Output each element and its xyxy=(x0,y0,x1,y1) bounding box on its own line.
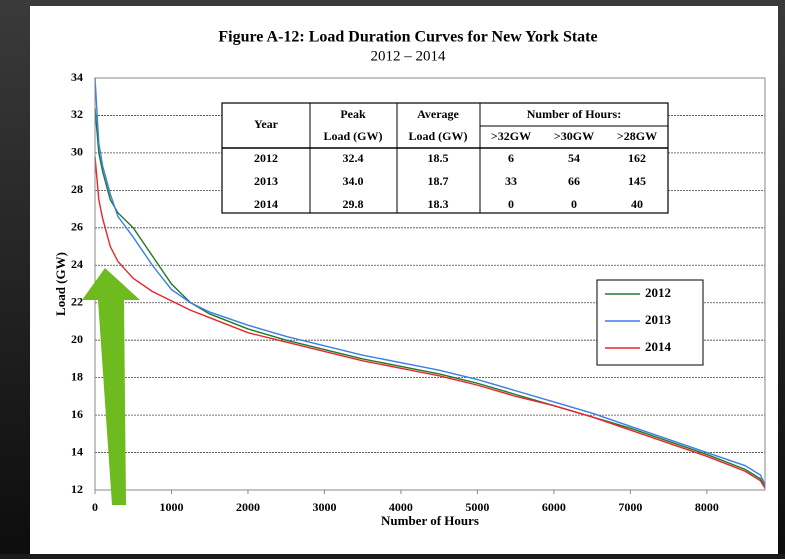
series-line xyxy=(94,77,766,485)
table-text: Number of Hours: xyxy=(527,107,621,121)
table-text: 6 xyxy=(508,151,514,165)
y-axis-label: Load (GW) xyxy=(53,252,68,316)
table-text: 18.5 xyxy=(428,151,449,165)
x-tick-label: 0 xyxy=(92,500,98,514)
y-tick-label: 20 xyxy=(71,332,83,346)
table: Year Peak Average Number of Hours: Load (GW)… xyxy=(221,102,669,214)
x-tick-label: 2000 xyxy=(236,500,260,514)
x-tick-label: 7000 xyxy=(618,500,642,514)
legend-label: 2013 xyxy=(645,312,672,327)
series-line xyxy=(94,156,766,489)
table-text: 2014 xyxy=(254,197,278,211)
table-text: Peak xyxy=(340,107,366,121)
table-text: >30GW xyxy=(554,129,594,143)
table-text: 32.4 xyxy=(343,151,364,165)
table-text: 0 xyxy=(508,197,514,211)
table-text: 29.8 xyxy=(343,197,364,211)
y-tick-label: 32 xyxy=(71,107,83,121)
legend-label: 2014 xyxy=(645,339,672,354)
chart-subtitle: 2012 – 2014 xyxy=(371,48,447,64)
y-tick-label: 14 xyxy=(71,444,83,458)
table-text: Year xyxy=(254,117,279,131)
x-axis-label: Number of Hours xyxy=(381,513,479,528)
table-text: 2012 xyxy=(254,151,278,165)
table-text: 2013 xyxy=(254,174,278,188)
x-tick-label: 6000 xyxy=(542,500,566,514)
table-text: 18.7 xyxy=(428,174,449,188)
table-text: 18.3 xyxy=(428,197,449,211)
y-tick-label: 18 xyxy=(71,369,83,383)
table-box xyxy=(221,102,669,214)
table-text: 34.0 xyxy=(343,174,364,188)
table-text: Load (GW) xyxy=(323,129,382,143)
x-tick-label: 3000 xyxy=(312,500,336,514)
y-tick-label: 16 xyxy=(71,407,83,421)
legend: 2012 2013 2014 xyxy=(596,279,704,366)
y-tick-label: 24 xyxy=(71,257,83,271)
y-tick-label: 34 xyxy=(71,70,83,84)
y-tick-label: 22 xyxy=(71,294,83,308)
table-text: 54 xyxy=(568,151,580,165)
table-text: 162 xyxy=(628,151,646,165)
legend-label: 2012 xyxy=(645,285,671,300)
lines xyxy=(94,77,766,489)
series-line xyxy=(94,107,766,487)
table-text: 0 xyxy=(571,197,577,211)
arrow xyxy=(82,268,140,505)
table-text: >32GW xyxy=(491,129,531,143)
y-tick-label: 30 xyxy=(71,145,83,159)
table-text: 145 xyxy=(628,174,646,188)
table-text: 66 xyxy=(568,174,580,188)
table-text: Average xyxy=(417,107,459,121)
y-tick-label: 28 xyxy=(71,182,83,196)
x-tick-label: 4000 xyxy=(389,500,413,514)
y-tick-label: 26 xyxy=(71,220,83,234)
x-tick-label: 1000 xyxy=(159,500,183,514)
y-tick-label: 12 xyxy=(71,482,83,496)
table-text: Load (GW) xyxy=(408,129,467,143)
table-text: 33 xyxy=(505,174,517,188)
table-text: >28GW xyxy=(617,129,657,143)
x-tick-label: 8000 xyxy=(695,500,719,514)
table-text: 40 xyxy=(631,197,643,211)
chart-title: Figure A-12: Load Duration Curves for Ne… xyxy=(218,29,597,46)
x-tick-label: 5000 xyxy=(465,500,489,514)
